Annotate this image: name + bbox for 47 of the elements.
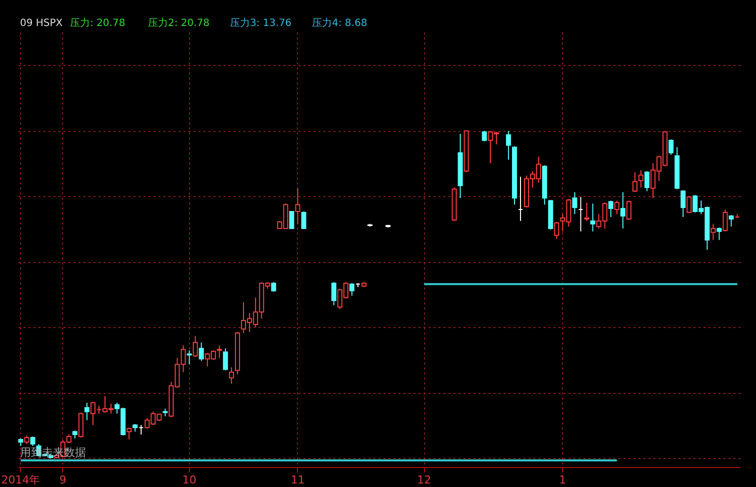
x-tick-label: 11 [290, 474, 305, 486]
candlestick [554, 221, 560, 240]
candlestick [584, 202, 590, 222]
candlestick [30, 436, 36, 446]
x-tick-label: 10 [182, 474, 196, 486]
candlestick [289, 210, 294, 229]
candlestick [186, 350, 192, 365]
candlestick [78, 412, 84, 438]
text: 压力4: 8.68 [312, 17, 368, 29]
candlestick [84, 402, 90, 421]
candlestick [728, 214, 734, 228]
candlestick [349, 282, 354, 296]
candlestick [198, 342, 204, 362]
candlestick [192, 335, 198, 358]
candlestick [680, 190, 686, 218]
chart-title: 09 HSPX [20, 18, 63, 29]
candlestick [572, 192, 578, 215]
x-tick-label: 2014年 [1, 474, 40, 486]
candlestick [271, 282, 276, 292]
candlestick [216, 344, 222, 358]
candlestick [295, 188, 300, 224]
candlestick [331, 282, 336, 306]
candlestick [716, 227, 722, 240]
x-tick-label: 9 [59, 474, 66, 486]
candlestick [506, 130, 511, 160]
candlestick [608, 200, 614, 218]
candlestick [626, 200, 632, 220]
text: 压力2: 20.78 [148, 17, 210, 29]
candlestick [620, 192, 626, 229]
candlestick [126, 427, 132, 440]
candlestick [644, 170, 650, 192]
candlestick [686, 196, 692, 214]
candlestick [638, 170, 644, 188]
candlestick [222, 348, 228, 371]
candlestick [590, 203, 596, 232]
text: 压力3: 13.76 [230, 17, 292, 29]
candlestick [722, 208, 728, 232]
text: 压力: 20.78 [70, 17, 126, 29]
candlestick [632, 172, 638, 193]
candlestick [228, 366, 234, 384]
candlestick [482, 130, 487, 142]
x-tick-label: 1 [559, 474, 566, 486]
candlestick [614, 200, 620, 215]
x-tick-label: 12 [417, 474, 432, 486]
candlestick [301, 210, 306, 229]
candlestick [710, 223, 716, 240]
candlestick [668, 138, 674, 156]
